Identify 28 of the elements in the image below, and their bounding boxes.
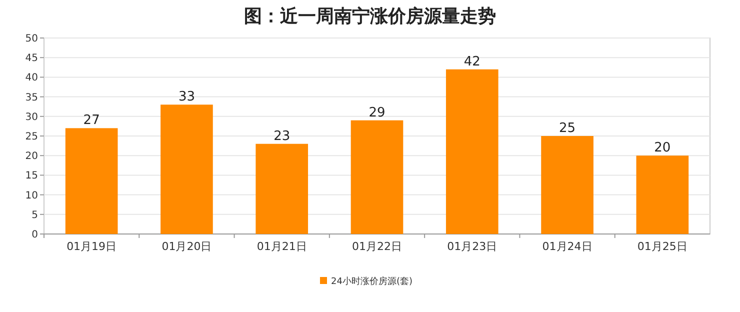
x-tick-label: 01月20日 — [162, 240, 212, 253]
data-label: 33 — [178, 90, 195, 105]
legend-label: 24小时涨价房源(套) — [331, 276, 412, 287]
y-tick-label: 5 — [32, 210, 38, 221]
data-label: 29 — [368, 105, 386, 120]
data-label: 25 — [559, 121, 576, 136]
y-tick-label: 15 — [25, 170, 38, 182]
y-tick-label: 0 — [32, 230, 38, 240]
x-tick-label: 01月21日 — [256, 240, 307, 253]
data-label: 23 — [274, 128, 290, 144]
data-label: 27 — [83, 113, 100, 128]
title: 图：近一周南宁涨价房源量走势 — [244, 6, 496, 27]
x-tick-label: 01月19日 — [66, 240, 117, 253]
y-tick-label: 20 — [25, 151, 38, 162]
x-tick-label: 01月22日 — [352, 240, 402, 253]
x-tick-label: 01月24日 — [542, 240, 592, 253]
y-tick-label: 10 — [25, 190, 38, 202]
legend: 24小时涨价房源(套) — [320, 277, 412, 287]
data-label: 42 — [464, 54, 480, 70]
data-label: 20 — [654, 140, 671, 156]
y-tick-label: 30 — [25, 112, 38, 123]
x-tick-label: 01月25日 — [637, 240, 688, 253]
y-tick-label: 25 — [25, 132, 38, 142]
y-tick-label: 45 — [25, 53, 38, 64]
x-tick-label: 01月23日 — [447, 240, 498, 253]
y-tick-label: 40 — [25, 72, 38, 84]
y-tick-label: 35 — [25, 92, 38, 104]
y-tick-label: 50 — [25, 34, 38, 44]
